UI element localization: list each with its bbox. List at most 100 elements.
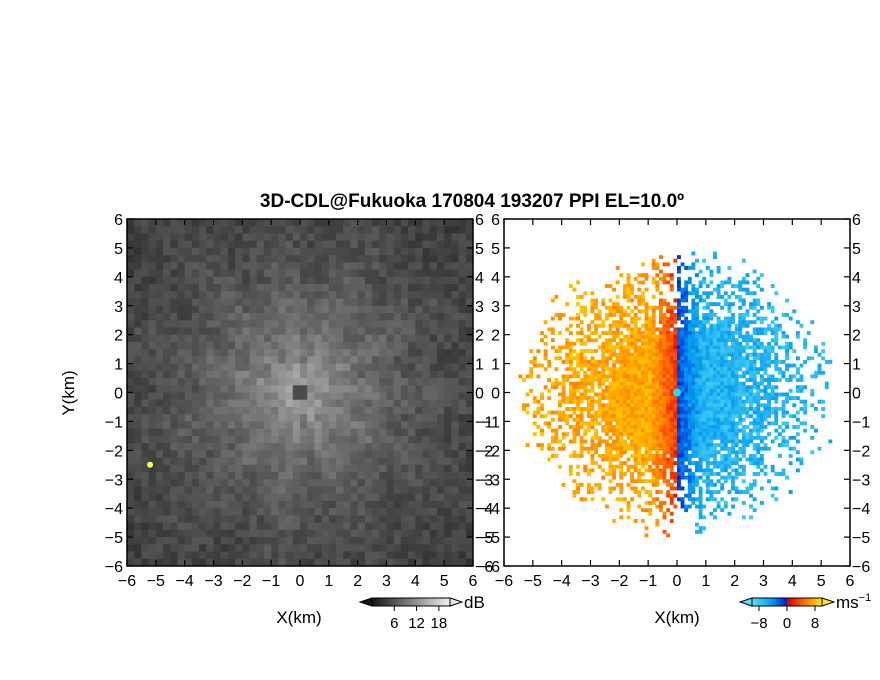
velocity-cell — [597, 363, 602, 368]
intensity-cell — [256, 479, 265, 487]
velocity-cell — [597, 370, 602, 375]
velocity-cell — [669, 406, 674, 411]
velocity-cell — [698, 388, 703, 393]
velocity-cell — [651, 432, 656, 437]
velocity-cell — [658, 381, 663, 386]
velocity-cell — [637, 396, 642, 401]
intensity-cell — [336, 406, 344, 415]
velocity-cell — [673, 298, 678, 303]
velocity-cell — [705, 388, 710, 393]
velocity-cell — [630, 363, 635, 368]
velocity-cell — [594, 461, 598, 466]
intensity-cell — [148, 406, 157, 415]
velocity-cell — [579, 425, 584, 429]
velocity-cell — [561, 414, 566, 419]
intensity-cell — [400, 341, 409, 350]
intensity-cell — [465, 378, 474, 386]
intensity-cell — [134, 479, 142, 487]
intensity-cell — [206, 443, 214, 451]
velocity-cell — [669, 338, 674, 343]
intensity-cell — [336, 378, 344, 386]
velocity-cell — [630, 396, 635, 401]
velocity-cell — [687, 417, 692, 422]
intensity-cell — [415, 276, 423, 285]
velocity-cell — [590, 302, 595, 307]
velocity-cell — [644, 363, 649, 368]
velocity-cell — [615, 464, 620, 469]
intensity-cell — [249, 298, 258, 307]
intensity-cell — [364, 334, 373, 343]
velocity-cell — [586, 381, 591, 386]
velocity-cell — [713, 472, 717, 476]
intensity-cell — [271, 435, 279, 444]
intensity-cell — [393, 435, 402, 444]
intensity-cell — [393, 472, 402, 480]
velocity-cell — [662, 378, 667, 382]
velocity-cell — [615, 396, 620, 401]
intensity-cell — [263, 522, 272, 531]
velocity-cell — [720, 352, 725, 357]
intensity-cell — [170, 428, 178, 437]
velocity-cell — [576, 417, 580, 422]
intensity-cell — [364, 233, 373, 242]
intensity-cell — [422, 529, 431, 538]
intensity-cell — [350, 341, 359, 350]
intensity-cell — [307, 356, 315, 364]
velocity-cell — [752, 345, 757, 350]
intensity-cell — [307, 537, 315, 545]
intensity-cell — [379, 464, 387, 473]
velocity-cell — [626, 417, 631, 422]
intensity-cell — [191, 349, 200, 357]
intensity-cell — [256, 363, 265, 372]
intensity-cell — [256, 522, 265, 531]
intensity-cell — [278, 493, 286, 502]
intensity-cell — [256, 349, 265, 357]
intensity-cell — [357, 291, 366, 299]
velocity-cell — [572, 479, 577, 484]
intensity-cell — [184, 414, 193, 422]
intensity-cell — [386, 349, 395, 357]
velocity-cell — [698, 338, 703, 343]
intensity-cell — [314, 508, 323, 516]
velocity-cell — [687, 439, 692, 444]
velocity-cell — [612, 370, 617, 375]
intensity-cell — [141, 551, 150, 560]
intensity-cell — [127, 226, 135, 234]
velocity-cell — [576, 385, 580, 390]
intensity-cell — [199, 370, 207, 379]
velocity-panel: −6 −5 −4 −3 −2 −1 0 1 2 3 4 5 66 65 54 43 32 21 10 0−1 −1−2−… — [482, 212, 871, 632]
intensity-cell — [206, 305, 214, 314]
velocity-cell — [705, 359, 710, 364]
velocity-cell — [698, 294, 703, 299]
velocity-cell — [601, 468, 606, 473]
intensity-cell — [191, 247, 200, 256]
velocity-cell — [669, 331, 674, 335]
velocity-cell — [590, 461, 595, 466]
velocity-cell — [734, 410, 739, 415]
intensity-cell — [408, 334, 416, 343]
velocity-cell — [579, 359, 584, 364]
velocity-cell — [601, 406, 606, 411]
velocity-cell — [677, 461, 681, 466]
intensity-cell — [206, 341, 214, 350]
intensity-cell — [372, 240, 380, 249]
intensity-cell — [191, 443, 200, 451]
velocity-cell — [648, 367, 653, 372]
intensity-cell — [386, 298, 395, 307]
velocity-cell — [684, 428, 689, 433]
intensity-cell — [235, 370, 243, 379]
velocity-cell — [731, 435, 735, 440]
velocity-cell — [716, 349, 721, 354]
intensity-cell — [227, 378, 236, 386]
velocity-cell — [633, 432, 638, 437]
intensity-cell — [141, 399, 150, 408]
velocity-cell — [583, 446, 588, 451]
intensity-cell — [155, 363, 164, 372]
velocity-cell — [709, 331, 714, 335]
intensity-cell — [278, 414, 286, 422]
intensity-cell — [227, 428, 236, 437]
velocity-cell — [554, 428, 559, 433]
velocity-cell — [619, 435, 624, 440]
velocity-cell — [727, 453, 732, 458]
intensity-cell — [242, 255, 250, 263]
